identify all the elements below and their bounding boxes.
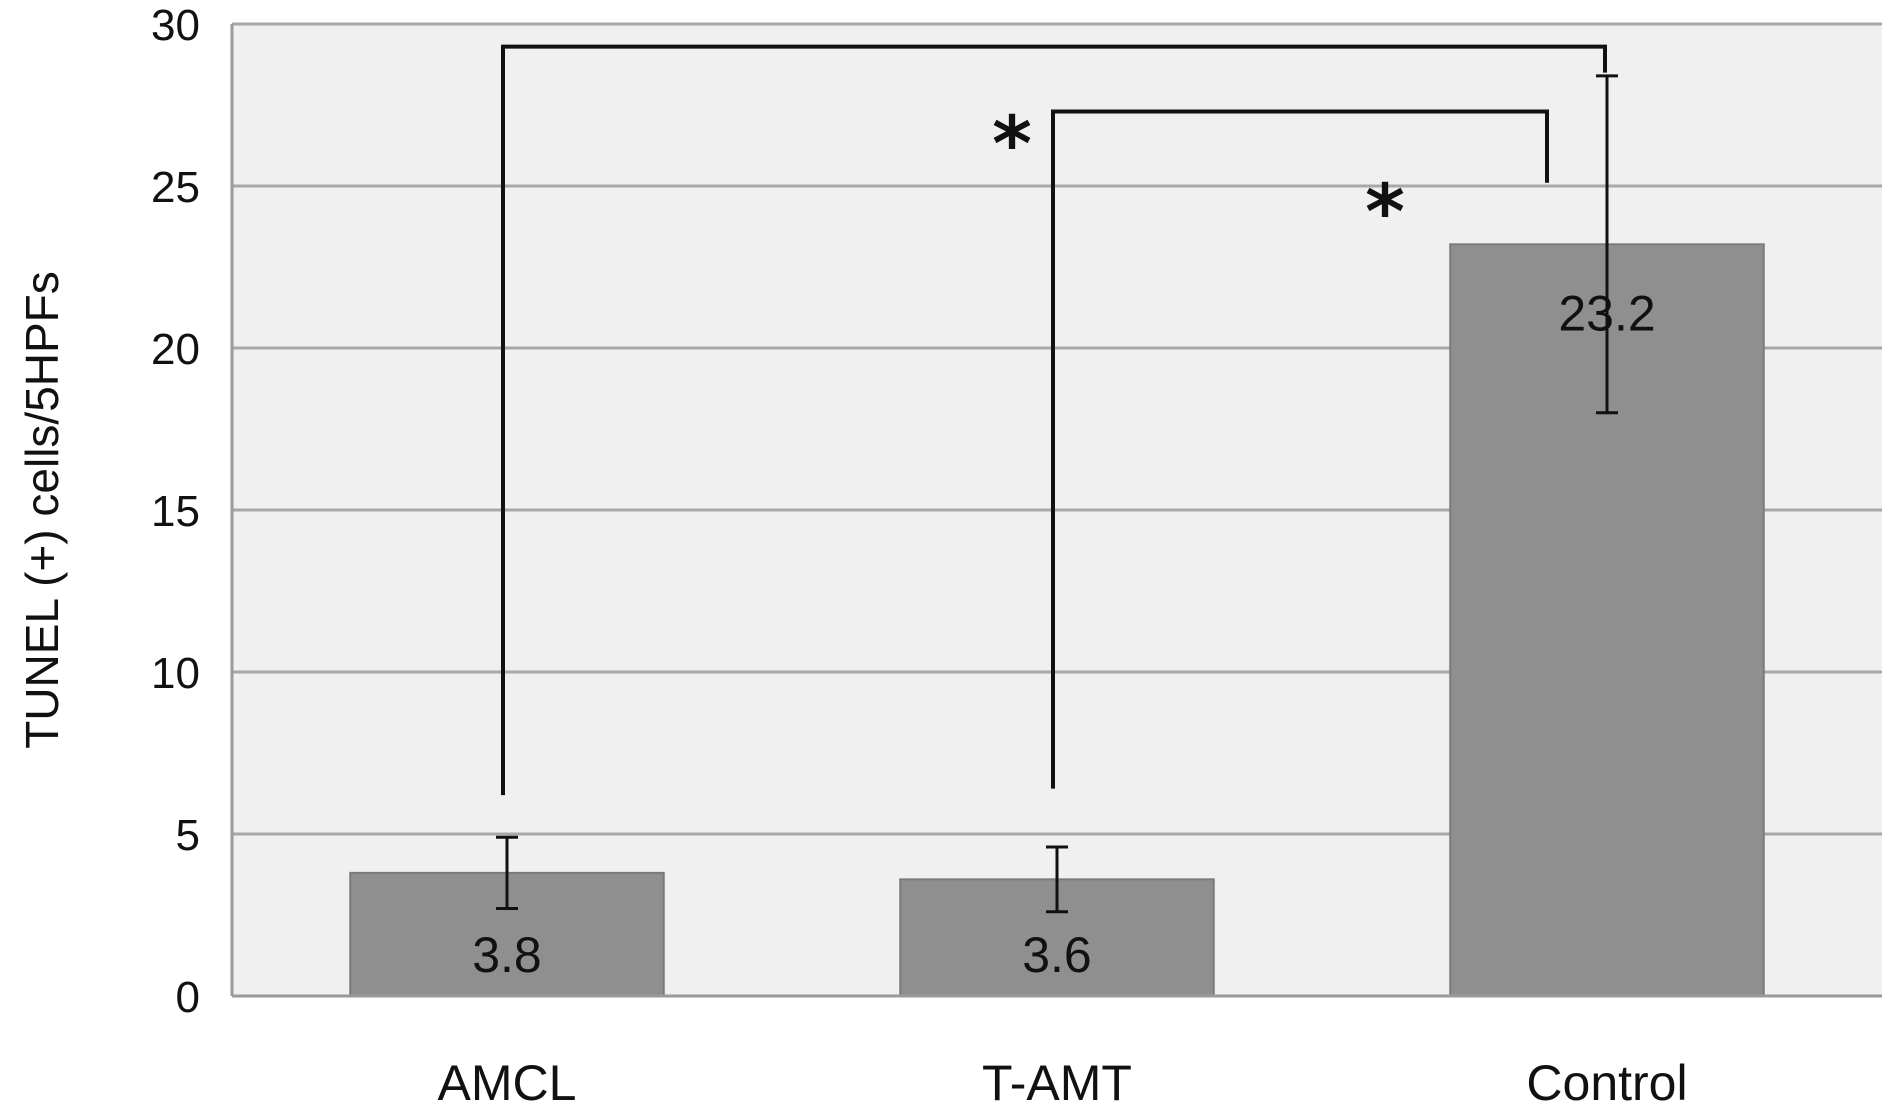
y-axis-label: TUNEL (+) cells/5HPFs: [16, 271, 68, 749]
x-tick-label: Control: [1526, 1055, 1687, 1111]
y-tick-label: 0: [176, 973, 200, 1022]
significance-bracket: [1051, 109, 1549, 789]
y-tick-label: 15: [151, 487, 200, 536]
y-tick-label: 10: [151, 649, 200, 698]
data-label: 3.8: [472, 927, 542, 983]
x-tick-label: AMCL: [438, 1055, 577, 1111]
data-label: 3.6: [1022, 927, 1092, 983]
significance-bracket: [501, 44, 1607, 796]
y-tick-label: 30: [151, 1, 200, 50]
significance-star: *: [1365, 167, 1405, 256]
y-tick-label: 25: [151, 163, 200, 212]
data-label: 23.2: [1558, 285, 1655, 341]
y-tick-label: 20: [151, 325, 200, 374]
x-tick-label: T-AMT: [982, 1055, 1132, 1111]
significance-star: *: [992, 99, 1032, 188]
y-tick-label: 5: [176, 811, 200, 860]
